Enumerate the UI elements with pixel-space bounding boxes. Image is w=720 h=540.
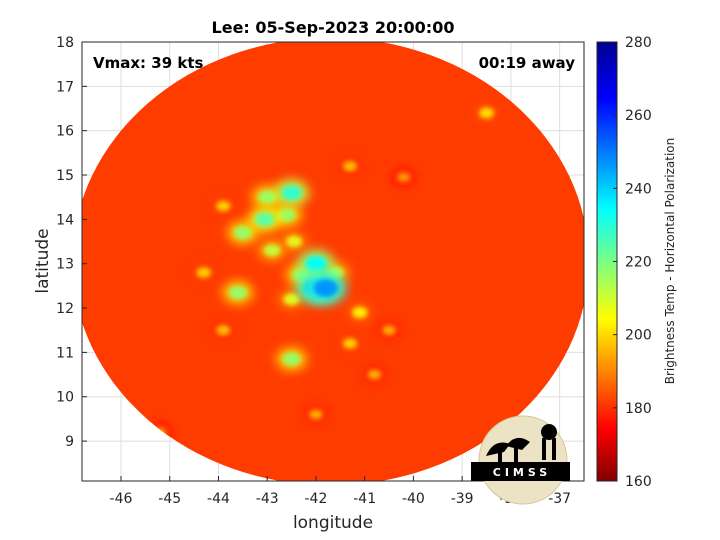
feature-core <box>352 306 368 319</box>
feature-core <box>343 161 358 172</box>
colorbar-ticks: 160 180 200 220 240 260 280 <box>613 35 652 490</box>
colorbar-label: Brightness Temp - Horizontal Polarizatio… <box>663 138 677 385</box>
x-tick-label: -45 <box>158 491 181 507</box>
feature-core <box>216 325 231 336</box>
colorbar-tick-label: 280 <box>625 35 652 51</box>
plot-frame <box>81 41 585 482</box>
feature-core <box>367 369 382 380</box>
feature-core <box>258 190 277 204</box>
feature-core <box>309 409 323 420</box>
x-tick-label: -44 <box>207 491 230 507</box>
feature-core <box>342 338 358 349</box>
feature-core <box>277 208 296 222</box>
y-axis-label: latitude <box>33 228 53 293</box>
y-tick-label: 16 <box>56 124 74 140</box>
feature-core <box>216 200 231 212</box>
feature-core <box>228 285 248 300</box>
colorbar-tick-label: 180 <box>625 401 652 417</box>
feature-core <box>305 255 327 272</box>
x-tick-label: -43 <box>256 491 279 507</box>
y-tick-label: 18 <box>56 35 74 51</box>
logo-text: CIMSS <box>493 466 551 479</box>
x-tick-label: -40 <box>402 491 425 507</box>
colorbar-tick-label: 160 <box>625 474 652 490</box>
x-tick-label: -41 <box>353 491 376 507</box>
y-tick-label: 14 <box>56 212 74 228</box>
feature-core <box>479 107 494 119</box>
y-tick-label: 9 <box>65 434 74 450</box>
x-tick-label: -46 <box>110 491 133 507</box>
y-tick-label: 13 <box>56 257 74 273</box>
y-tick-label: 17 <box>56 79 74 95</box>
x-axis-label: longitude <box>293 513 373 533</box>
x-tick-label: -37 <box>548 491 571 507</box>
feature-core <box>283 293 300 306</box>
feature-core <box>263 244 281 257</box>
chart-title: Lee: 05-Sep-2023 20:00:00 <box>212 18 455 37</box>
cimss-logo: CIMSS <box>471 415 570 505</box>
x-tick-label: -42 <box>305 491 328 507</box>
feature-core <box>233 225 252 240</box>
colorbar-tick-label: 240 <box>625 181 652 197</box>
y-tick-label: 12 <box>56 301 74 317</box>
x-tick-label: -39 <box>451 491 474 507</box>
y-tick-label: 15 <box>56 168 74 184</box>
y-tick-label: 11 <box>56 345 74 361</box>
brightness-features <box>148 103 500 441</box>
feature-core <box>285 235 303 248</box>
feature-core <box>382 325 396 336</box>
feature-core <box>196 267 212 278</box>
feature-core <box>397 172 411 183</box>
colorbar-tick-label: 200 <box>625 328 652 344</box>
feature-core <box>282 352 301 366</box>
colorbar-tick-label: 220 <box>625 255 652 271</box>
y-tick-label: 10 <box>56 390 74 406</box>
time-offset-annotation: 00:19 away <box>479 54 576 72</box>
vmax-annotation: Vmax: 39 kts <box>93 54 203 72</box>
feature-core <box>313 279 339 298</box>
colorbar-tick-label: 260 <box>625 108 652 124</box>
feature-core <box>281 185 302 201</box>
feature-core <box>254 212 275 227</box>
